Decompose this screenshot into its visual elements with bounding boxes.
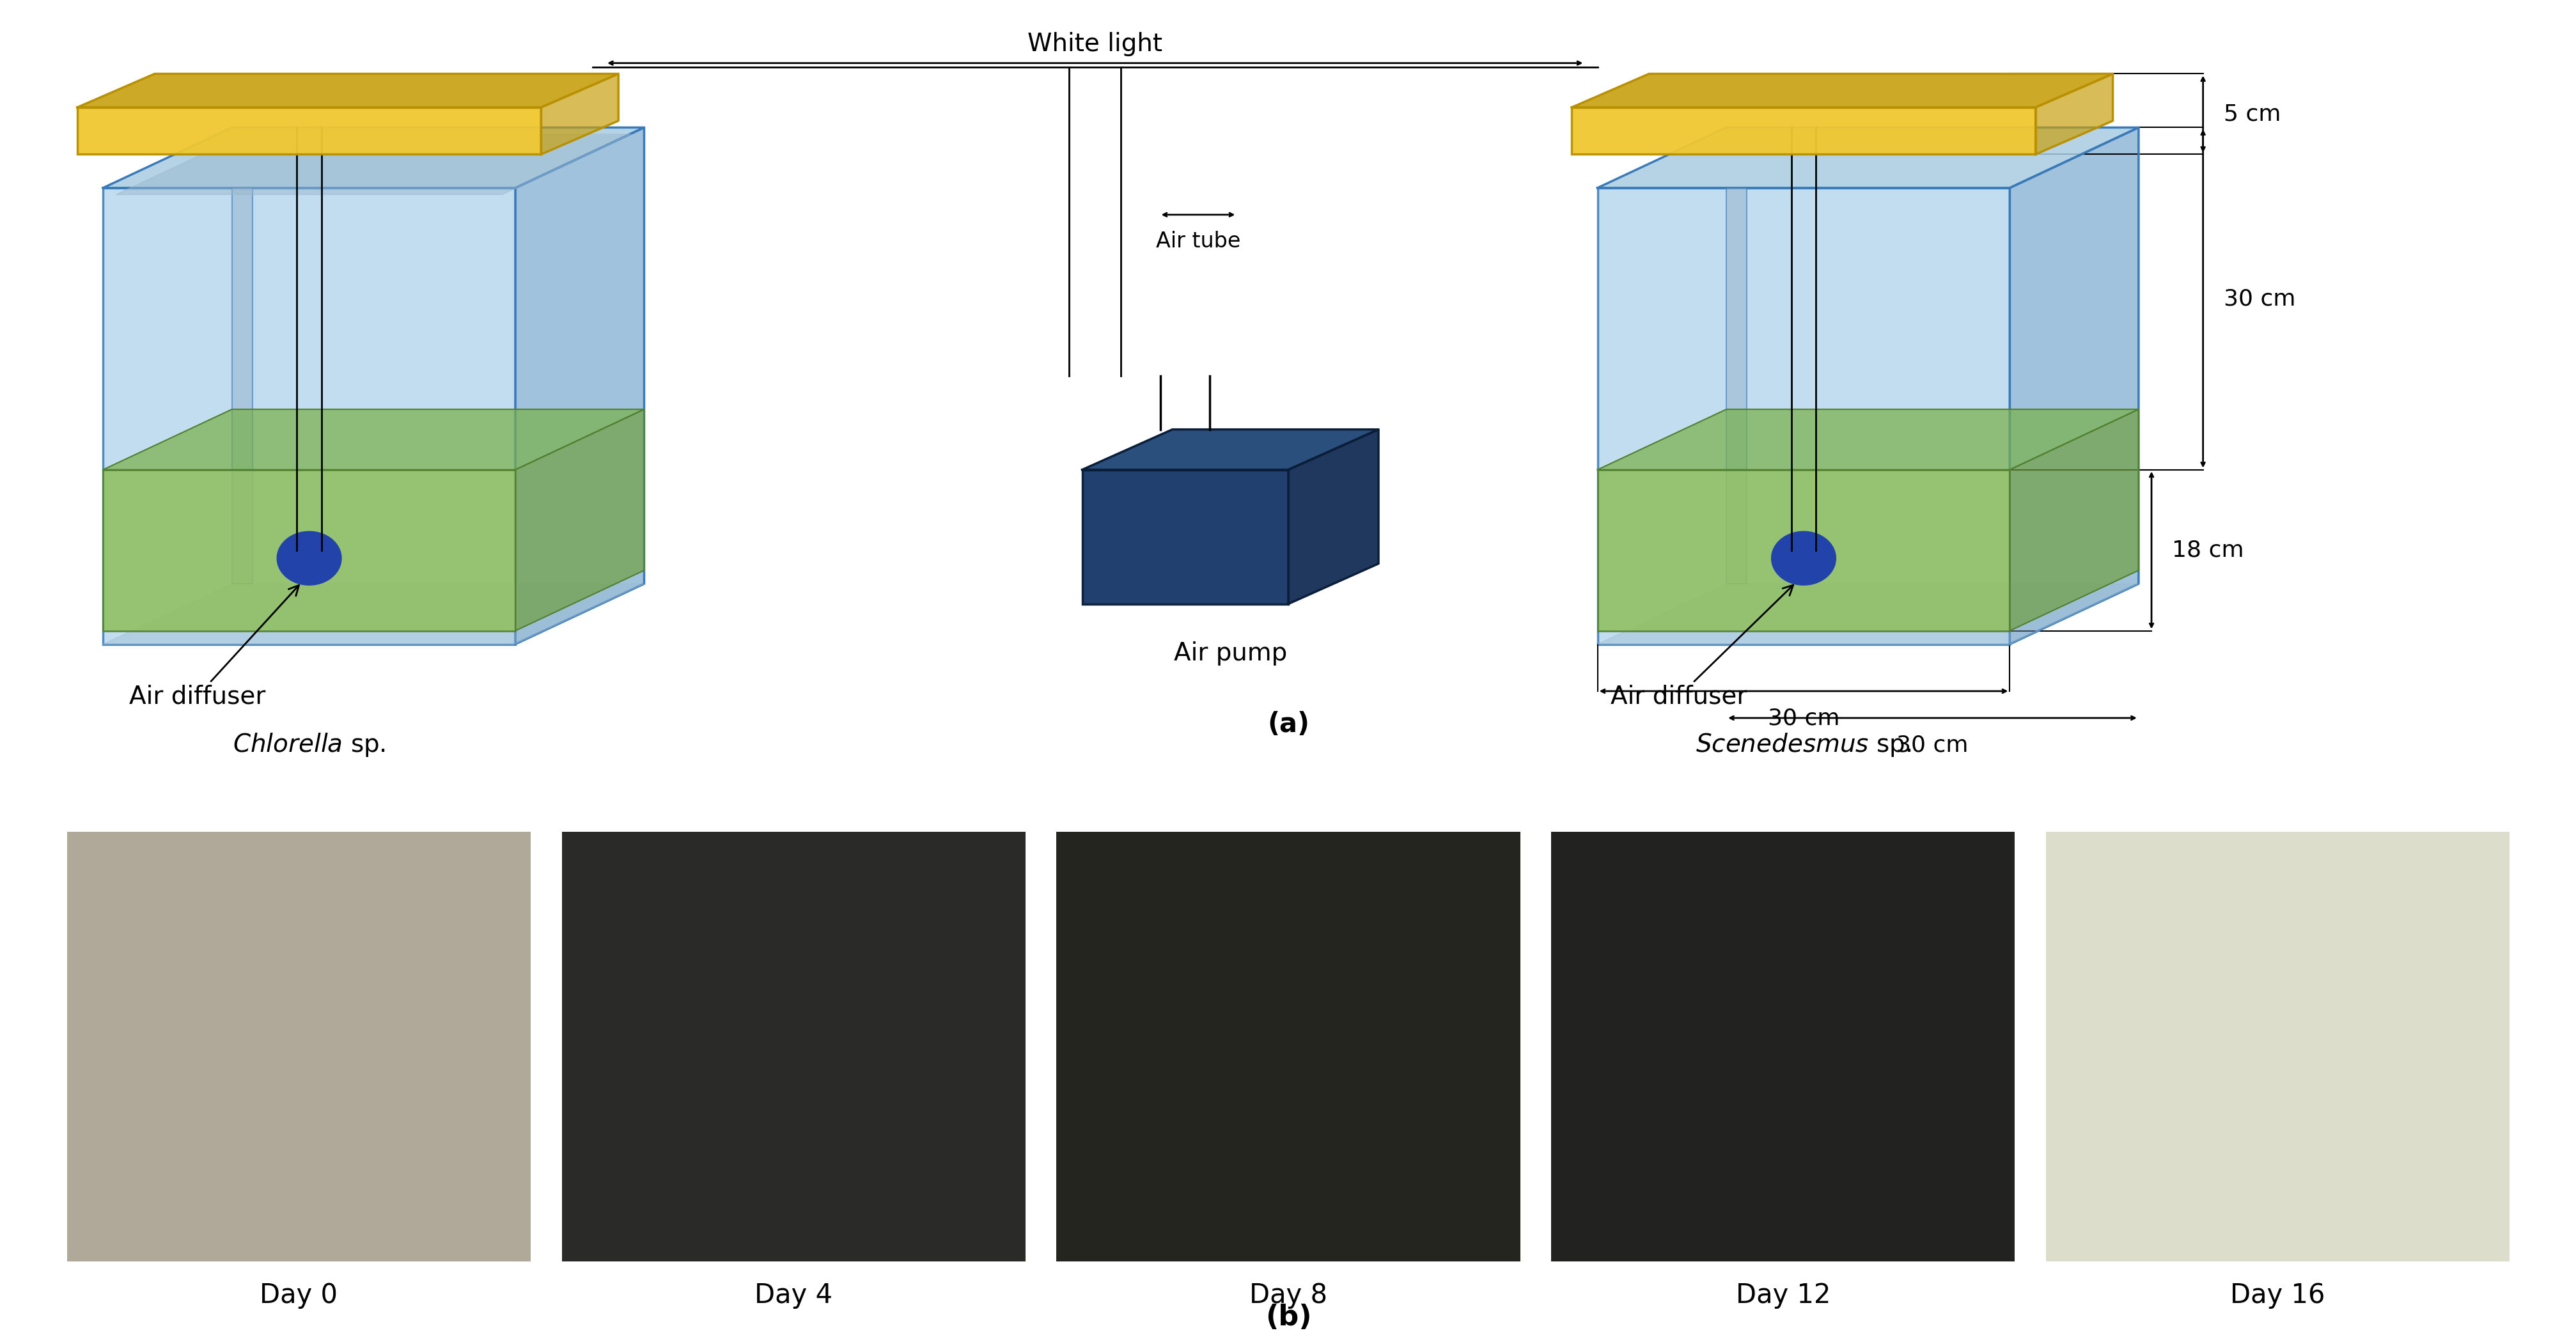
Polygon shape <box>77 74 618 107</box>
Polygon shape <box>1597 409 2138 470</box>
Polygon shape <box>116 134 631 195</box>
FancyBboxPatch shape <box>77 107 541 154</box>
FancyBboxPatch shape <box>103 188 515 644</box>
Polygon shape <box>1597 127 2138 188</box>
Polygon shape <box>1571 74 2112 107</box>
Polygon shape <box>1288 429 1378 604</box>
FancyBboxPatch shape <box>67 832 531 1261</box>
FancyBboxPatch shape <box>1597 470 2009 631</box>
Text: Air tube: Air tube <box>1157 231 1239 252</box>
Text: 30 cm: 30 cm <box>1896 734 1968 756</box>
Text: 5 cm: 5 cm <box>2223 103 2280 125</box>
Text: Day 0: Day 0 <box>260 1282 337 1308</box>
Polygon shape <box>2009 409 2138 631</box>
FancyBboxPatch shape <box>1551 832 2014 1261</box>
FancyBboxPatch shape <box>1726 188 1747 584</box>
Ellipse shape <box>278 531 340 585</box>
Text: Air diffuser: Air diffuser <box>129 585 299 709</box>
Text: $\it{Chlorella}$ sp.: $\it{Chlorella}$ sp. <box>232 731 386 758</box>
FancyBboxPatch shape <box>103 470 515 631</box>
Text: 18 cm: 18 cm <box>2172 539 2244 561</box>
Text: $\it{Scenedesmus}$ sp.: $\it{Scenedesmus}$ sp. <box>1695 731 1911 758</box>
Text: White light: White light <box>1028 32 1162 56</box>
Polygon shape <box>515 409 644 631</box>
Text: Day 4: Day 4 <box>755 1282 832 1308</box>
Polygon shape <box>1597 584 2138 644</box>
Text: (b): (b) <box>1265 1304 1311 1331</box>
FancyBboxPatch shape <box>2045 832 2509 1261</box>
Text: 30 cm: 30 cm <box>2223 287 2295 310</box>
Polygon shape <box>103 584 644 644</box>
Ellipse shape <box>1772 531 1837 585</box>
FancyBboxPatch shape <box>1597 188 2009 644</box>
Polygon shape <box>2035 74 2112 154</box>
FancyBboxPatch shape <box>232 188 252 584</box>
Text: Day 16: Day 16 <box>2231 1282 2324 1308</box>
Polygon shape <box>103 127 644 188</box>
FancyBboxPatch shape <box>1056 832 1520 1261</box>
Text: (a): (a) <box>1267 711 1309 738</box>
Text: 30 cm: 30 cm <box>1767 707 1839 729</box>
Polygon shape <box>2009 127 2138 644</box>
Polygon shape <box>103 409 644 470</box>
Text: Air pump: Air pump <box>1175 641 1285 666</box>
FancyBboxPatch shape <box>562 832 1025 1261</box>
FancyBboxPatch shape <box>1571 107 2035 154</box>
FancyBboxPatch shape <box>1082 470 1288 604</box>
Text: Day 12: Day 12 <box>1736 1282 1829 1308</box>
Text: Day 8: Day 8 <box>1249 1282 1327 1308</box>
Polygon shape <box>541 74 618 154</box>
Polygon shape <box>1082 429 1378 470</box>
Text: Air diffuser: Air diffuser <box>1610 585 1793 709</box>
Polygon shape <box>515 127 644 644</box>
